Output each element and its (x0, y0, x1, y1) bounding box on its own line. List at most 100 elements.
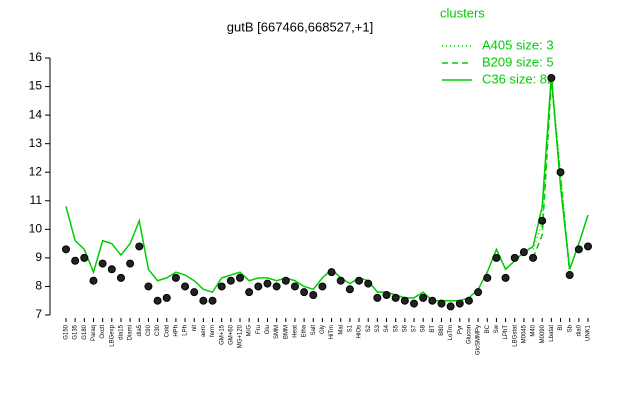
data-point (529, 253, 538, 262)
x-tick-label: MG+120 (238, 324, 244, 348)
x-tick-label: Glu (265, 325, 271, 334)
data-point (263, 279, 272, 288)
data-point (217, 282, 226, 291)
x-tick-label: S8 (421, 324, 427, 332)
data-point (364, 279, 373, 288)
x-tick-label: HPh (173, 325, 179, 337)
x-tick-label: C90 (146, 324, 152, 336)
y-tick-label: 13 (29, 136, 43, 150)
x-tick-label: S3 (375, 324, 381, 332)
data-point (355, 276, 364, 285)
data-point (126, 259, 135, 268)
x-tick-label: M0045 (521, 324, 527, 343)
x-tick-label: B80 (439, 324, 445, 335)
x-tick-label: M40 (531, 324, 537, 336)
data-point (135, 242, 144, 251)
data-point (419, 293, 428, 302)
x-tick-label: BC (485, 324, 491, 333)
x-tick-label: M0090 (540, 324, 546, 343)
x-tick-label: BMM (283, 325, 289, 339)
data-point (98, 259, 107, 268)
x-tick-label: Fru (256, 325, 262, 334)
x-tick-label: Paraq (91, 325, 97, 341)
data-point (464, 296, 473, 305)
data-point (272, 282, 281, 291)
x-tick-label: G135 (73, 324, 79, 339)
data-point (171, 273, 180, 282)
x-tick-label: LPhT (503, 325, 509, 340)
x-tick-label: Gly (320, 325, 326, 334)
x-tick-label: dia5 (137, 324, 143, 336)
data-point (483, 273, 492, 282)
data-point (437, 299, 446, 308)
x-tick-label: Salt (311, 325, 317, 336)
data-point (71, 256, 80, 265)
data-point (162, 293, 171, 302)
x-tick-label: HiOs (357, 325, 363, 338)
data-point (89, 276, 98, 285)
data-point (300, 288, 309, 297)
data-point (391, 293, 400, 302)
x-tick-label: BI (558, 325, 564, 331)
y-tick-label: 11 (30, 193, 43, 207)
y-tick-label: 14 (29, 107, 43, 121)
x-tick-label: GM+60 (228, 324, 234, 345)
x-tick-label: UNK1 (586, 324, 592, 341)
y-tick-label: 8 (35, 279, 42, 293)
x-tick-label: G150 (64, 324, 70, 339)
data-point (208, 296, 217, 305)
legend-label: A405 size: 3 (482, 37, 554, 52)
data-point (116, 273, 125, 282)
data-point (199, 296, 208, 305)
data-point (474, 288, 483, 297)
x-tick-label: LPh (183, 325, 189, 336)
x-tick-label: Diami (128, 325, 134, 340)
data-point (410, 299, 418, 308)
x-tick-label: GM+15 (219, 324, 225, 345)
data-point (236, 273, 244, 282)
x-tick-label: S7 (412, 324, 418, 332)
data-point (345, 285, 354, 294)
x-tick-label: S6 (402, 324, 408, 332)
data-point (245, 288, 254, 297)
x-tick-label: dia0 (576, 324, 582, 336)
data-point (382, 291, 391, 300)
x-tick-label: LBGexp (109, 324, 115, 346)
x-tick-label: S4 (384, 324, 390, 332)
y-tick-label: 12 (29, 164, 43, 178)
data-point (556, 168, 565, 177)
legend-label: C36 size: 82 (482, 71, 554, 86)
x-tick-label: Cold (164, 325, 170, 337)
data-point (80, 253, 89, 262)
x-tick-label: S2 (366, 324, 372, 332)
data-point (254, 282, 263, 291)
x-tick-label: S1 (347, 324, 353, 332)
x-tick-label: aero (201, 324, 207, 337)
cluster-line (532, 80, 571, 273)
x-tick-label: LBGstat (512, 325, 518, 347)
data-point (290, 282, 299, 291)
x-tick-label: ferm (210, 325, 216, 337)
data-point (144, 282, 153, 291)
data-point (281, 276, 290, 285)
x-tick-label: BT (430, 325, 436, 333)
y-tick-label: 7 (35, 307, 42, 321)
data-point (190, 288, 199, 297)
x-tick-label: Heat (293, 325, 299, 338)
x-tick-label: Pyr (457, 325, 463, 334)
data-point (519, 248, 528, 257)
data-point (538, 216, 547, 225)
data-point (373, 293, 382, 302)
x-tick-label: HiTm (329, 325, 335, 339)
x-tick-label: nit (192, 325, 198, 332)
data-point (318, 282, 327, 291)
x-tick-label: GlcSMMPy (476, 325, 482, 355)
data-point (62, 245, 70, 254)
data-point (428, 296, 437, 305)
data-point (309, 291, 318, 300)
data-point (510, 253, 519, 262)
data-point (181, 282, 190, 291)
data-point (584, 242, 592, 251)
data-point (455, 299, 464, 308)
